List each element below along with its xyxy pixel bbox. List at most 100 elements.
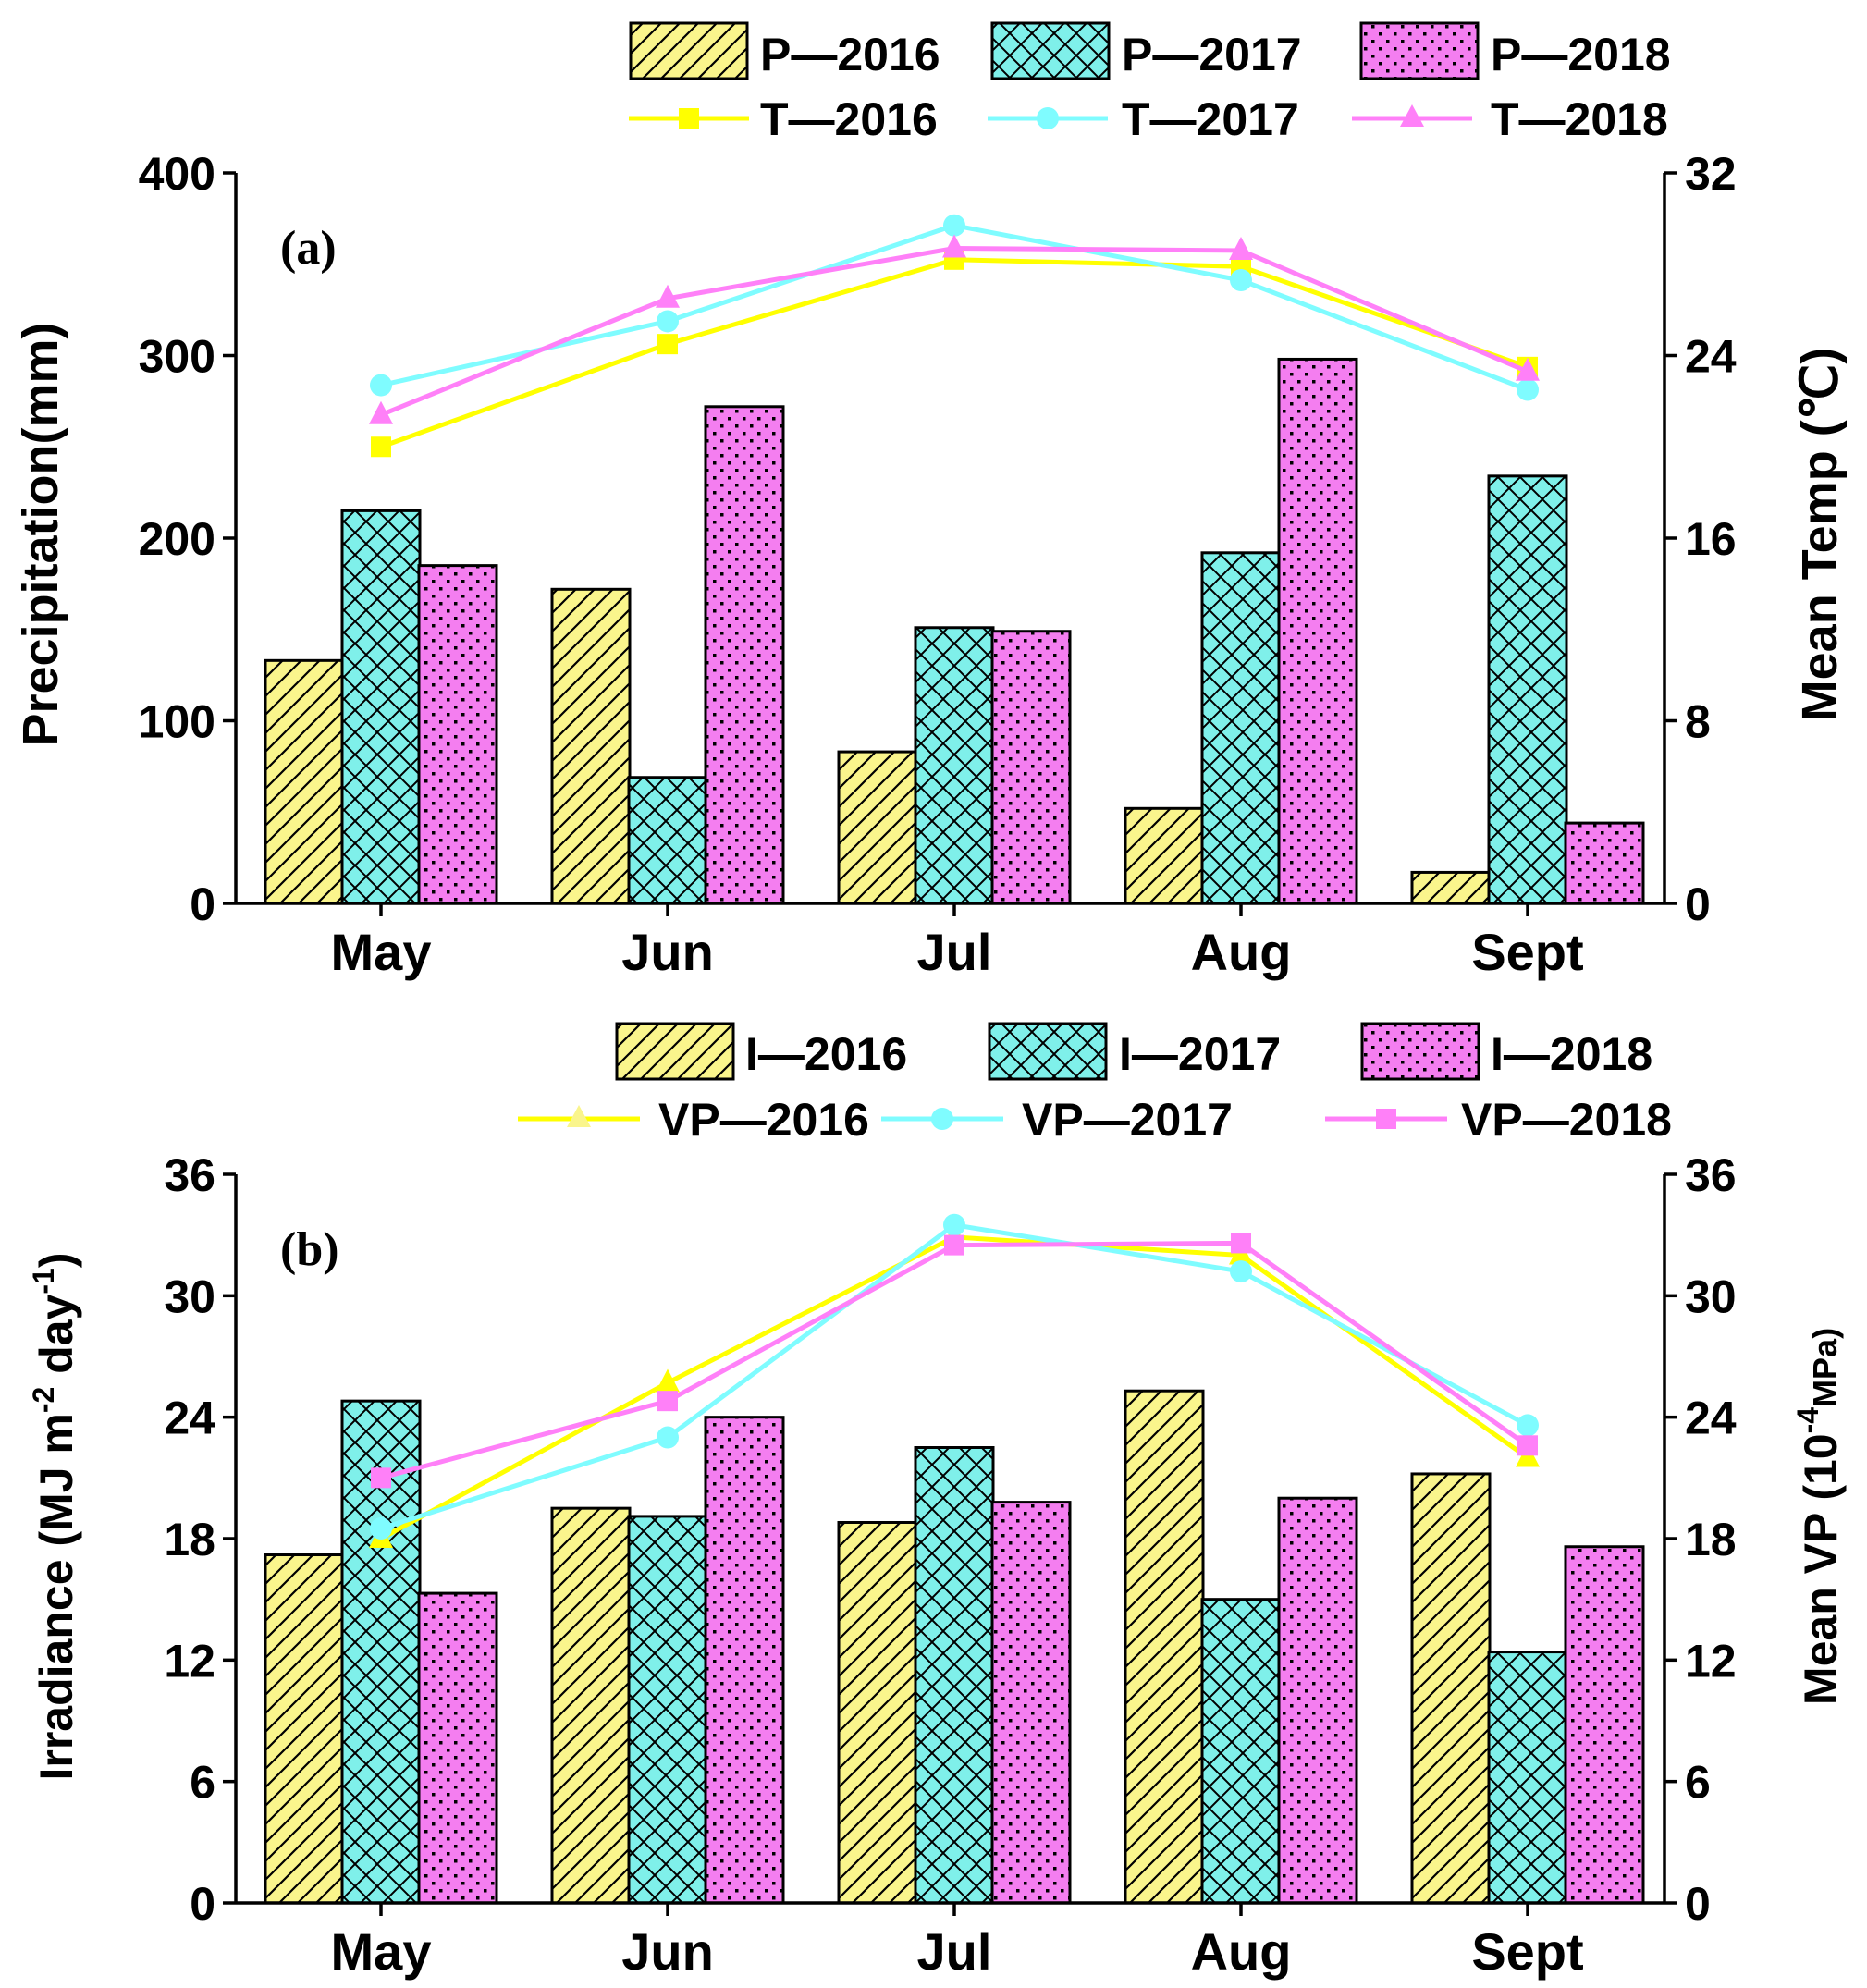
x-tick-label-jun: Jun	[621, 1922, 714, 1981]
legend-marker-square-icon	[1376, 1109, 1396, 1129]
bar-p-2017-may	[340, 509, 422, 905]
bar-i-2016-aug	[1124, 1389, 1205, 1905]
x-tick-label-jul: Jul	[917, 1922, 992, 1981]
bar-p-2016-aug	[1124, 806, 1205, 905]
marker-vp-2018-aug	[1231, 1233, 1251, 1254]
y-axis-title-b-part1: Irradiance (MJ m	[31, 1413, 82, 1780]
bar-p-2018-aug	[1277, 357, 1358, 905]
marker-t-2018-jul	[942, 234, 966, 258]
marker-t-2016-jun	[657, 334, 678, 355]
y-tick-label: 30	[164, 1270, 215, 1322]
x-tick-label-may: May	[331, 923, 432, 981]
y-tick-label: 36	[164, 1149, 215, 1201]
marker-vp-2017-jul	[943, 1213, 965, 1236]
axes-b: 0 6 12 18 24 30 36 0 6 12 18 24 30 36 May Jun Jul Aug Sept	[164, 1149, 1736, 1981]
y2-axis-title-b: Mean VP (10-4MPa)	[1791, 1328, 1847, 1705]
panel-label-b: (b)	[280, 1223, 339, 1276]
marker-vp-2018-may	[371, 1467, 391, 1489]
y2-tick-label: 0	[1685, 1878, 1711, 1930]
bar-i-2018-jun	[704, 1416, 785, 1905]
legend-a: P—2016 P—2017 P—2018 T—2016 T—2017 T—201…	[629, 21, 1671, 145]
legend-label-t-2018: T—2018	[1491, 93, 1668, 145]
legend-label-i-2017: I—2017	[1119, 1028, 1281, 1080]
legend-label-i-2016: I—2016	[745, 1028, 907, 1080]
bar-p-2018-may	[417, 564, 498, 905]
legend-label-vp-2018: VP—2018	[1461, 1094, 1672, 1146]
y-tick-label: 24	[164, 1393, 215, 1444]
x-tick-label-jul: Jul	[917, 923, 992, 981]
bar-i-2016-jun	[550, 1506, 632, 1905]
marker-vp-2017-sept	[1517, 1414, 1539, 1437]
bar-i-2017-jun	[627, 1515, 708, 1905]
bars-b	[264, 1389, 1645, 1905]
marker-vp-2018-jun	[657, 1391, 678, 1412]
bar-i-2016-may	[264, 1553, 345, 1905]
y2-tick-label: 30	[1685, 1270, 1737, 1322]
bar-i-2018-jul	[990, 1501, 1072, 1905]
y2-tick-label: 18	[1685, 1514, 1737, 1565]
y-tick-label: 300	[139, 331, 215, 383]
y2-tick-label: 12	[1685, 1635, 1737, 1687]
legend-marker-triangle-icon	[1400, 104, 1424, 127]
legend-swatch-i-2018	[1360, 1022, 1480, 1081]
bar-p-2016-may	[264, 658, 345, 905]
y2-tick-label: 24	[1685, 331, 1737, 383]
marker-t-2016-may	[371, 436, 391, 458]
legend-swatch-i-2016	[615, 1022, 735, 1081]
legend-label-t-2016: T—2016	[760, 93, 938, 145]
marker-t-2017-aug	[1230, 269, 1252, 292]
marker-t-2018-jun	[656, 284, 680, 308]
legend-label-p-2017: P—2017	[1122, 29, 1302, 80]
axes-a: 0 100 200 300 400 0 8 16 24 32 May Jun Jul Aug Sept	[139, 148, 1737, 981]
marker-vp-2018-sept	[1517, 1435, 1538, 1456]
bar-p-2018-jun	[704, 405, 785, 905]
bar-p-2017-sept	[1487, 474, 1568, 905]
y-tick-label: 100	[139, 696, 215, 748]
y2-axis-title-b-sup: -4	[1791, 1407, 1824, 1434]
legend-swatch-p-2018	[1359, 21, 1480, 80]
marker-t-2018-aug	[1229, 236, 1253, 260]
bar-i-2018-aug	[1277, 1496, 1358, 1905]
y-axis-title-b-sup2: -1	[27, 1268, 60, 1294]
marker-t-2018-may	[369, 400, 393, 424]
bar-i-2017-jul	[914, 1446, 995, 1905]
marker-t-2017-may	[370, 374, 392, 397]
bar-p-2018-jul	[990, 630, 1072, 905]
legend-label-t-2017: T—2017	[1122, 93, 1299, 145]
bar-p-2016-jun	[550, 587, 632, 905]
marker-vp-2017-jun	[657, 1426, 679, 1449]
y-axis-title-b-end: )	[31, 1253, 82, 1269]
bar-i-2017-aug	[1200, 1598, 1282, 1905]
y2-tick-label: 6	[1685, 1757, 1711, 1809]
bars-a	[264, 357, 1645, 905]
y-tick-label: 18	[164, 1514, 215, 1565]
marker-vp-2017-may	[370, 1517, 392, 1540]
lines-b	[369, 1213, 1540, 1548]
panel-label-a: (a)	[280, 222, 337, 275]
legend-b: I—2016 I—2017 I—2018 VP—2016 VP—2017 VP—…	[518, 1022, 1672, 1146]
marker-t-2017-jul	[943, 214, 965, 237]
x-tick-label-may: May	[331, 1922, 432, 1981]
bar-p-2016-jul	[837, 750, 918, 905]
bar-p-2017-jun	[627, 776, 708, 905]
y-tick-label: 6	[190, 1757, 215, 1809]
legend-marker-triangle-icon	[567, 1105, 591, 1127]
legend-label-vp-2016: VP—2016	[658, 1094, 869, 1146]
bar-i-2018-may	[417, 1591, 498, 1905]
panel-a: P—2016 P—2017 P—2018 T—2016 T—2017 T—201…	[13, 21, 1848, 981]
x-tick-label-aug: Aug	[1191, 1922, 1292, 1981]
legend-marker-circle-icon	[1037, 107, 1059, 129]
marker-vp-2017-aug	[1230, 1260, 1252, 1283]
y-tick-label: 0	[190, 1878, 215, 1930]
y-axis-title-a: Precipitation(mm)	[13, 322, 68, 746]
legend-swatch-p-2017	[990, 21, 1111, 80]
marker-vp-2018-jul	[944, 1234, 964, 1256]
x-tick-label-jun: Jun	[621, 923, 714, 981]
y-tick-label: 400	[139, 148, 215, 200]
y2-tick-label: 36	[1685, 1149, 1737, 1201]
marker-t-2017-sept	[1517, 378, 1539, 401]
marker-t-2018-sept	[1516, 357, 1540, 381]
y2-tick-label: 0	[1685, 878, 1711, 930]
y2-axis-title-a: Mean Temp (℃)	[1792, 348, 1848, 722]
